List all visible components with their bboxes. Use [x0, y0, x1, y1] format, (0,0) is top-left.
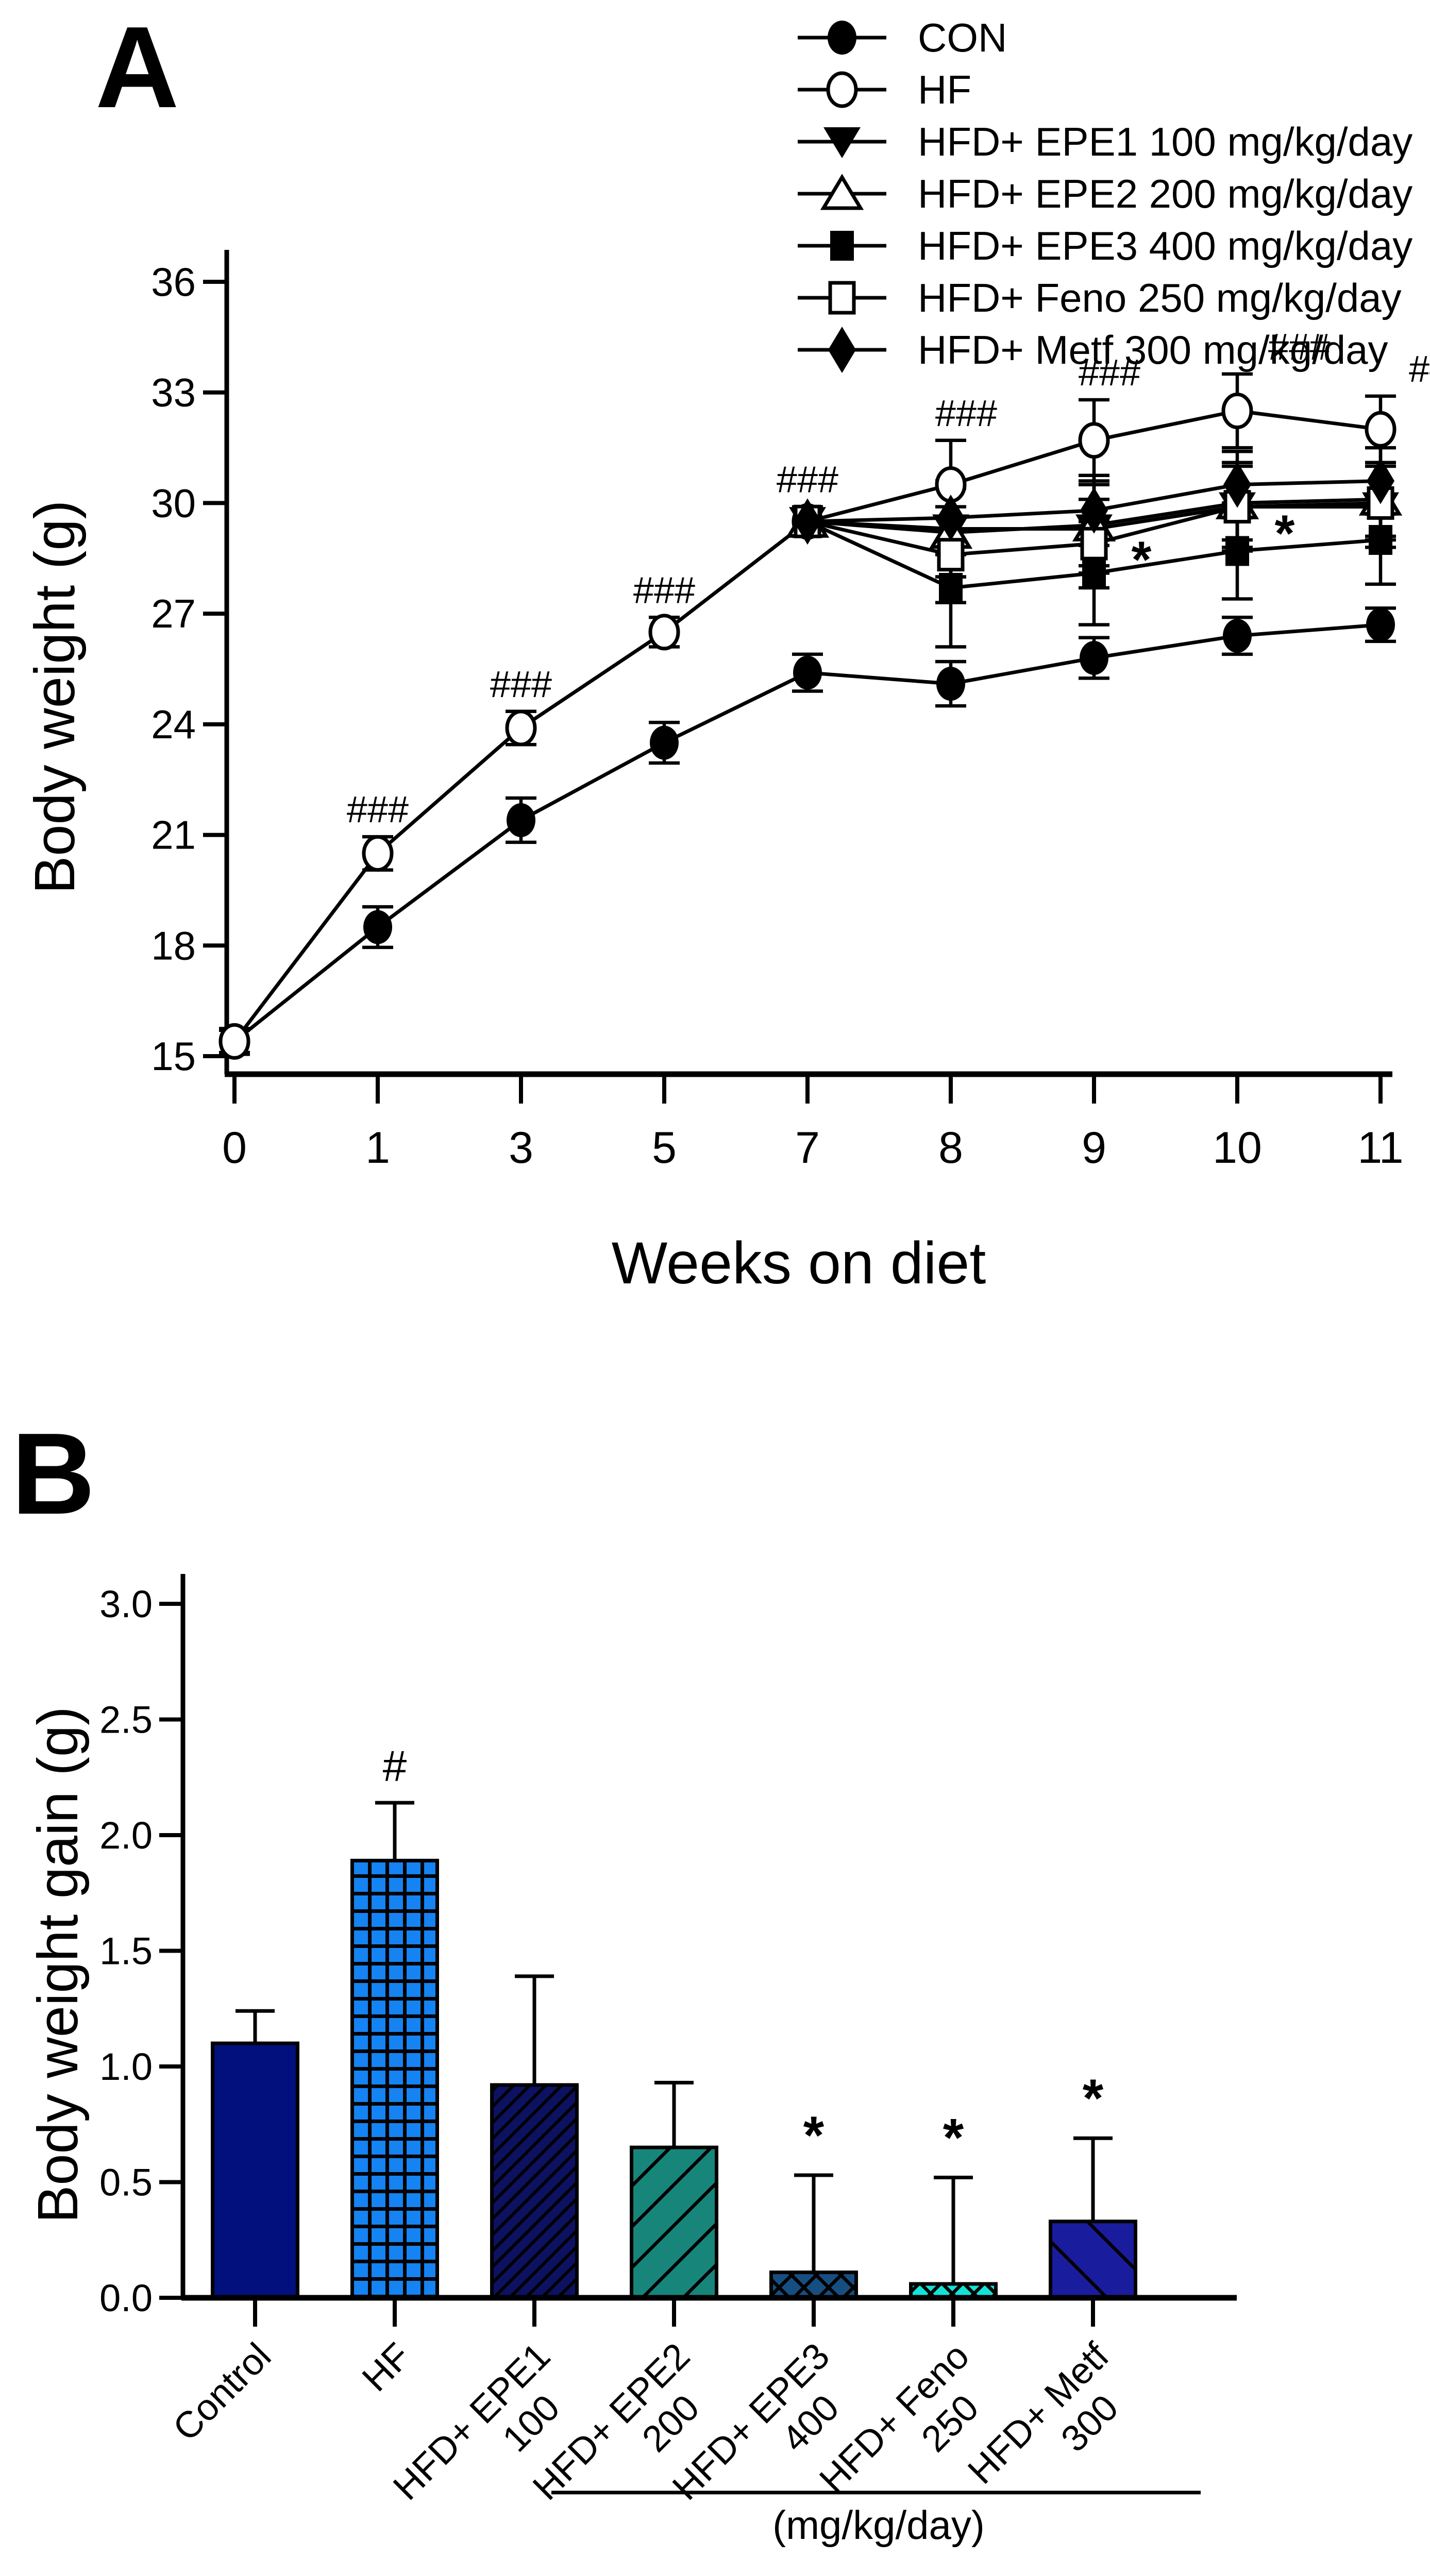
svg-text:3.0: 3.0: [99, 1583, 153, 1625]
svg-text:15: 15: [151, 1033, 196, 1079]
bar-category-label: HFD+ Metf300: [960, 2335, 1148, 2522]
bar-HFD+ Feno-250: *: [909, 2108, 998, 2300]
svg-text:2.5: 2.5: [99, 1699, 153, 1741]
series-markers-HFD+ Metf 300 mg/kg/day: [794, 457, 1394, 545]
triangle-down-filled-icon: [798, 127, 886, 158]
panel-a-letter: A: [95, 2, 179, 132]
svg-text:9: 9: [1082, 1123, 1106, 1173]
svg-text:3: 3: [509, 1123, 533, 1173]
legend-label: HFD+ EPE3 400 mg/kg/day: [918, 223, 1413, 268]
svg-text:*: *: [1275, 504, 1295, 562]
legend-label: HFD+ Metf 300 mg/kg/day: [918, 327, 1388, 372]
bar-HF: #: [350, 1742, 439, 2300]
svg-text:*: *: [943, 2108, 964, 2168]
svg-text:1: 1: [365, 1123, 390, 1173]
legend: CON HF HFD+ EPE1 100 mg/kg/day HFD+ EPE2 20…: [794, 11, 1412, 376]
legend-item: HFD+ EPE2 200 mg/kg/day: [794, 167, 1412, 219]
svg-text:27: 27: [151, 591, 196, 636]
bar-Control: [211, 2009, 299, 2300]
svg-text:###: ###: [777, 460, 838, 501]
svg-text:#: #: [383, 1742, 407, 1790]
bar-HFD+ EPE2-200: [630, 2080, 718, 2300]
svg-text:0.0: 0.0: [99, 2277, 153, 2319]
bar-category-label: Control: [165, 2335, 279, 2449]
svg-text:36: 36: [151, 259, 196, 304]
legend-item: HF: [794, 63, 1412, 115]
legend-label: HFD+ EPE2 200 mg/kg/day: [918, 171, 1413, 216]
square-filled-icon: [798, 230, 886, 261]
svg-text:11: 11: [1357, 1123, 1403, 1173]
svg-text:*: *: [1083, 2069, 1104, 2128]
bar-HFD+ EPE3-400: *: [769, 2106, 858, 2300]
legend-item: HFD+ Metf 300 mg/kg/day: [794, 324, 1412, 376]
square-open-icon: [798, 281, 886, 314]
panel-a-y-axis-title: Body weight (g): [23, 500, 87, 894]
bar-category-label: HF: [355, 2335, 418, 2399]
svg-text:###: ###: [490, 664, 552, 705]
legend-label: HFD+ EPE1 100 mg/kg/day: [918, 118, 1413, 164]
diamond-filled-icon: [798, 326, 886, 373]
svg-text:##: ##: [1409, 349, 1430, 390]
svg-text:18: 18: [151, 923, 196, 968]
svg-text:###: ###: [1268, 327, 1330, 368]
panel-b-y-axis-title: Body weight gain (g): [26, 1706, 90, 2223]
svg-text:1.5: 1.5: [99, 1930, 153, 1973]
svg-text:1.0: 1.0: [99, 2045, 153, 2088]
svg-text:0: 0: [222, 1123, 247, 1173]
panel-a-x-axis-title: Weeks on diet: [611, 1230, 986, 1296]
legend-label: HFD+ Feno 250 mg/kg/day: [918, 275, 1402, 320]
svg-text:2.0: 2.0: [99, 1814, 153, 1857]
svg-text:30: 30: [151, 480, 196, 526]
circle-filled-icon: [798, 20, 886, 55]
svg-text:10: 10: [1213, 1123, 1262, 1173]
legend-label: CON: [918, 14, 1007, 60]
svg-text:0.5: 0.5: [99, 2161, 153, 2204]
svg-text:7: 7: [795, 1123, 820, 1173]
legend-item: HFD+ EPE3 400 mg/kg/day: [794, 219, 1412, 272]
svg-text:33: 33: [151, 370, 196, 415]
bar-HFD+ Metf-300: *: [1049, 2069, 1137, 2300]
svg-text:###: ###: [1079, 352, 1140, 394]
legend-item: CON: [794, 11, 1412, 63]
svg-text:###: ###: [347, 789, 409, 831]
errorbars-HFD+ EPE1 100 mg/kg/day: [935, 461, 1396, 579]
panel-b-letter: B: [11, 1409, 95, 1538]
triangle-up-open-icon: [798, 173, 886, 210]
svg-text:21: 21: [151, 812, 196, 858]
errorbars-HFD+ EPE2 200 mg/kg/day: [935, 461, 1396, 579]
svg-text:*: *: [803, 2106, 825, 2165]
bar-HFD+ EPE1-100: [490, 1974, 579, 2300]
svg-text:8: 8: [938, 1123, 963, 1173]
svg-text:###: ###: [935, 393, 997, 434]
panel-b-dose-unit-label: (mg/kg/day): [772, 2502, 985, 2548]
svg-text:*: *: [1132, 531, 1152, 588]
svg-text:###: ###: [633, 570, 695, 611]
legend-item: HFD+ Feno 250 mg/kg/day: [794, 272, 1412, 324]
svg-text:24: 24: [151, 702, 196, 747]
svg-text:5: 5: [652, 1123, 677, 1173]
circle-open-icon: [798, 71, 886, 108]
legend-label: HF: [918, 66, 971, 112]
legend-item: HFD+ EPE1 100 mg/kg/day: [794, 115, 1412, 167]
series-markers-CON: [220, 607, 1395, 1059]
